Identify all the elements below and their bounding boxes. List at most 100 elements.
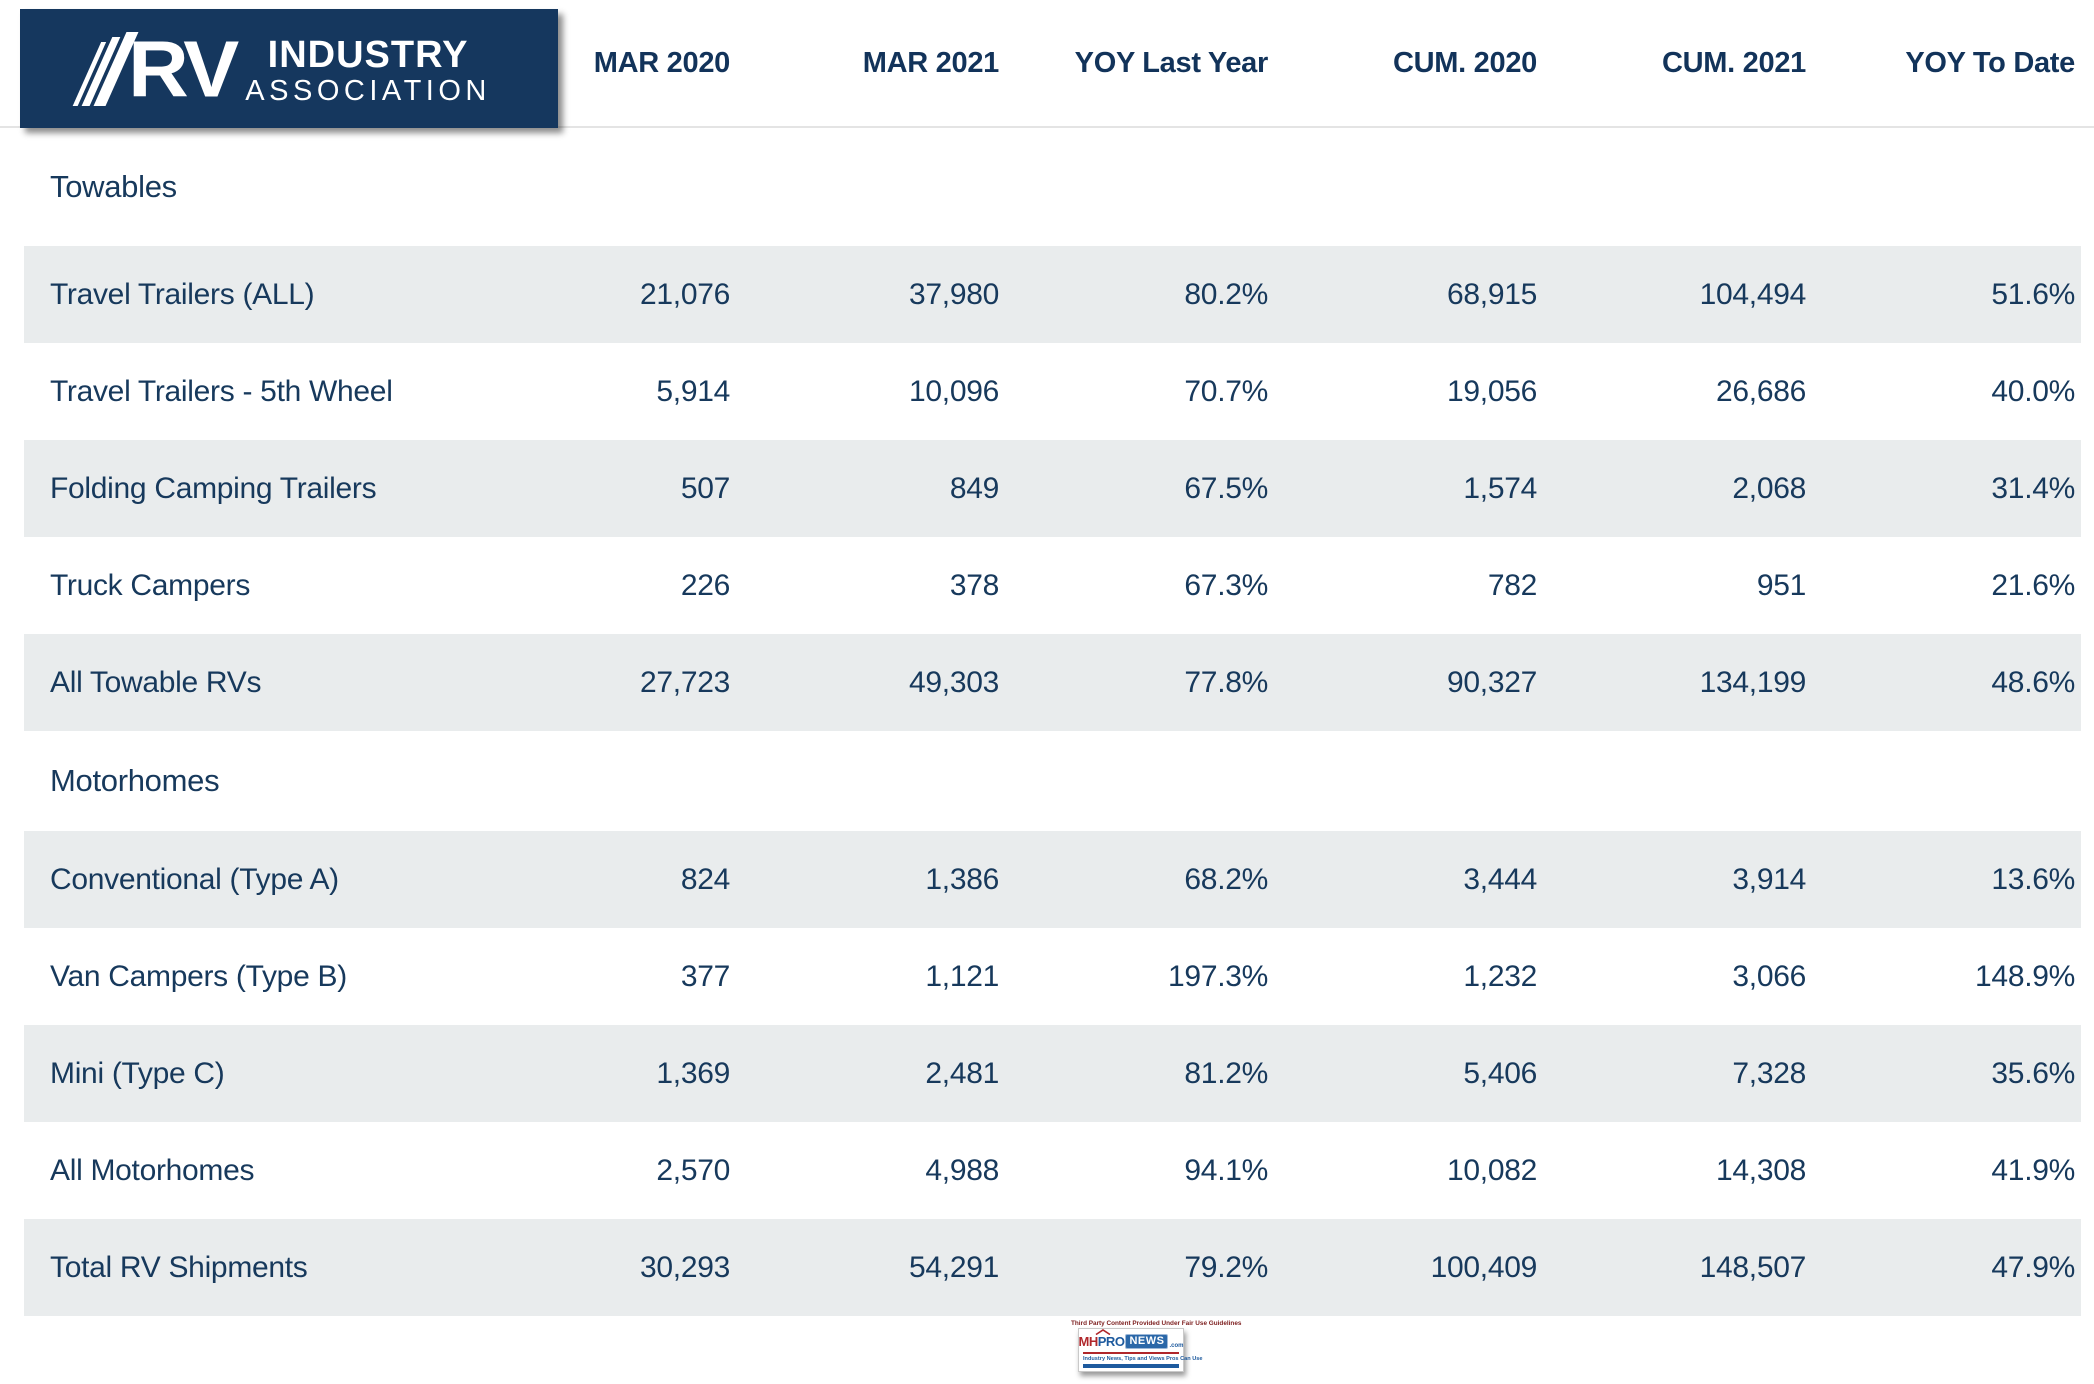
- logo-wordmark: INDUSTRY ASSOCIATION: [245, 34, 491, 106]
- watermark-disclaimer-text: Third Party Content Provided Under Fair …: [1071, 1320, 1242, 1327]
- cell-yoy-to-date: 31.4%: [1991, 471, 2075, 505]
- logo-industry-text: INDUSTRY: [267, 34, 469, 77]
- cell-cum-2020: 3,444: [1463, 862, 1537, 896]
- cell-yoy-to-date: 21.6%: [1991, 568, 2075, 602]
- row-label: Van Campers (Type B): [50, 959, 347, 993]
- cell-mar-2020: 1,369: [656, 1056, 730, 1090]
- table-row-truck-campers: Truck Campers 226 378 67.3% 782 951 21.6…: [0, 537, 2094, 634]
- cell-mar-2020: 824: [680, 862, 730, 896]
- watermark-tagline-text: Industry News, Tips and Views Pros Can U…: [1083, 1356, 1203, 1362]
- cell-cum-2021: 7,328: [1732, 1056, 1806, 1090]
- cell-mar-2021: 4,988: [925, 1153, 999, 1187]
- column-header-yoy-to-date: YOY To Date: [1905, 46, 2075, 79]
- table-row-mini-type-c: Mini (Type C) 1,369 2,481 81.2% 5,406 7,…: [0, 1025, 2094, 1122]
- column-header-cum-2020: CUM. 2020: [1393, 46, 1537, 79]
- cell-cum-2020: 90,327: [1447, 665, 1537, 699]
- cell-cum-2020: 19,056: [1447, 374, 1537, 408]
- cell-mar-2020: 2,570: [656, 1153, 730, 1187]
- table-row-folding-camping-trailers: Folding Camping Trailers 507 849 67.5% 1…: [0, 440, 2094, 537]
- section-header-towables: Towables: [0, 128, 2094, 246]
- section-header-motorhomes: Motorhomes: [0, 731, 2094, 831]
- cell-yoy-to-date: 35.6%: [1991, 1056, 2075, 1090]
- cell-mar-2020: 30,293: [640, 1250, 730, 1284]
- cell-mar-2020: 226: [680, 568, 730, 602]
- cell-yoy-to-date: 47.9%: [1991, 1250, 2075, 1284]
- watermark-blue-bar: [1083, 1364, 1179, 1368]
- cell-cum-2020: 1,232: [1463, 959, 1537, 993]
- cell-yoy-last-year: 79.2%: [1184, 1250, 1268, 1284]
- cell-yoy-last-year: 81.2%: [1184, 1056, 1268, 1090]
- table-row-all-towable-rvs: All Towable RVs 27,723 49,303 77.8% 90,3…: [0, 634, 2094, 731]
- row-label: Truck Campers: [50, 568, 251, 602]
- cell-cum-2021: 26,686: [1716, 374, 1806, 408]
- row-label: Folding Camping Trailers: [50, 471, 377, 505]
- table-row-total-rv-shipments: Total RV Shipments 30,293 54,291 79.2% 1…: [0, 1219, 2094, 1316]
- rv-industry-association-logo: RV INDUSTRY ASSOCIATION: [20, 9, 558, 128]
- logo-rv-text: RV: [128, 23, 239, 114]
- column-header-mar-2021: MAR 2021: [862, 46, 1000, 79]
- cell-yoy-to-date: 40.0%: [1991, 374, 2075, 408]
- cell-mar-2021: 378: [949, 568, 999, 602]
- cell-cum-2021: 14,308: [1716, 1153, 1806, 1187]
- cell-cum-2021: 3,066: [1732, 959, 1806, 993]
- logo-stripes-icon: [72, 31, 139, 106]
- row-label: All Motorhomes: [50, 1153, 255, 1187]
- house-roof-icon: [1095, 1329, 1111, 1335]
- row-label: All Towable RVs: [50, 665, 262, 699]
- cell-cum-2021: 951: [1756, 568, 1806, 602]
- row-label: Conventional (Type A): [50, 862, 339, 896]
- row-label: Total RV Shipments: [50, 1250, 308, 1284]
- cell-cum-2021: 104,494: [1699, 277, 1807, 311]
- table-row-all-motorhomes: All Motorhomes 2,570 4,988 94.1% 10,082 …: [0, 1122, 2094, 1219]
- cell-yoy-last-year: 197.3%: [1168, 959, 1268, 993]
- cell-mar-2020: 21,076: [640, 277, 730, 311]
- cell-mar-2021: 849: [949, 471, 999, 505]
- cell-mar-2021: 54,291: [909, 1250, 999, 1284]
- table-header-row: MAR 2020 MAR 2021 YOY Last Year CUM. 202…: [0, 0, 2094, 128]
- cell-mar-2021: 1,121: [925, 959, 999, 993]
- table-row-conventional-type-a: Conventional (Type A) 824 1,386 68.2% 3,…: [0, 831, 2094, 928]
- table-row-travel-trailers-5th-wheel: Travel Trailers - 5th Wheel 5,914 10,096…: [0, 343, 2094, 440]
- cell-cum-2021: 2,068: [1732, 471, 1806, 505]
- cell-yoy-last-year: 94.1%: [1184, 1153, 1268, 1187]
- mhpronews-watermark: Third Party Content Provided Under Fair …: [1071, 1320, 1242, 1372]
- mhpronews-logo: MH PRO NEWS .com Industry News, Tips and Vi…: [1078, 1328, 1203, 1372]
- cell-cum-2020: 100,409: [1430, 1250, 1538, 1284]
- cell-yoy-last-year: 77.8%: [1184, 665, 1268, 699]
- cell-cum-2020: 10,082: [1447, 1153, 1537, 1187]
- cell-cum-2020: 782: [1487, 568, 1537, 602]
- row-label: Travel Trailers (ALL): [50, 277, 315, 311]
- cell-mar-2020: 27,723: [640, 665, 730, 699]
- cell-yoy-last-year: 67.5%: [1184, 471, 1268, 505]
- section-label: Towables: [50, 169, 177, 204]
- cell-yoy-last-year: 68.2%: [1184, 862, 1268, 896]
- table-row-travel-trailers-all: Travel Trailers (ALL) 21,076 37,980 80.2…: [0, 246, 2094, 343]
- row-label: Travel Trailers - 5th Wheel: [50, 374, 393, 408]
- cell-cum-2020: 1,574: [1463, 471, 1537, 505]
- cell-yoy-to-date: 48.6%: [1991, 665, 2075, 699]
- cell-yoy-last-year: 67.3%: [1184, 568, 1268, 602]
- mhpronews-news-badge: NEWS: [1125, 1334, 1169, 1349]
- cell-mar-2021: 1,386: [925, 862, 999, 896]
- mhpronews-mh-text: MH: [1078, 1334, 1099, 1349]
- cell-yoy-to-date: 148.9%: [1975, 959, 2075, 993]
- mhpronews-com-text: .com: [1169, 1343, 1184, 1349]
- cell-cum-2021: 134,199: [1699, 665, 1807, 699]
- cell-mar-2021: 49,303: [909, 665, 999, 699]
- watermark-red-divider: [1083, 1352, 1179, 1354]
- cell-yoy-to-date: 41.9%: [1991, 1153, 2075, 1187]
- column-header-cum-2021: CUM. 2021: [1662, 46, 1806, 79]
- row-label: Mini (Type C): [50, 1056, 225, 1090]
- cell-mar-2021: 37,980: [909, 277, 999, 311]
- cell-mar-2021: 2,481: [925, 1056, 999, 1090]
- cell-mar-2021: 10,096: [909, 374, 999, 408]
- mhpronews-pro-text: PRO: [1097, 1334, 1125, 1349]
- cell-yoy-last-year: 70.7%: [1184, 374, 1268, 408]
- cell-cum-2021: 3,914: [1732, 862, 1806, 896]
- cell-yoy-to-date: 51.6%: [1991, 277, 2075, 311]
- column-header-mar-2020: MAR 2020: [593, 46, 731, 79]
- cell-yoy-last-year: 80.2%: [1184, 277, 1268, 311]
- table-row-van-campers-type-b: Van Campers (Type B) 377 1,121 197.3% 1,…: [0, 928, 2094, 1025]
- cell-cum-2020: 68,915: [1447, 277, 1537, 311]
